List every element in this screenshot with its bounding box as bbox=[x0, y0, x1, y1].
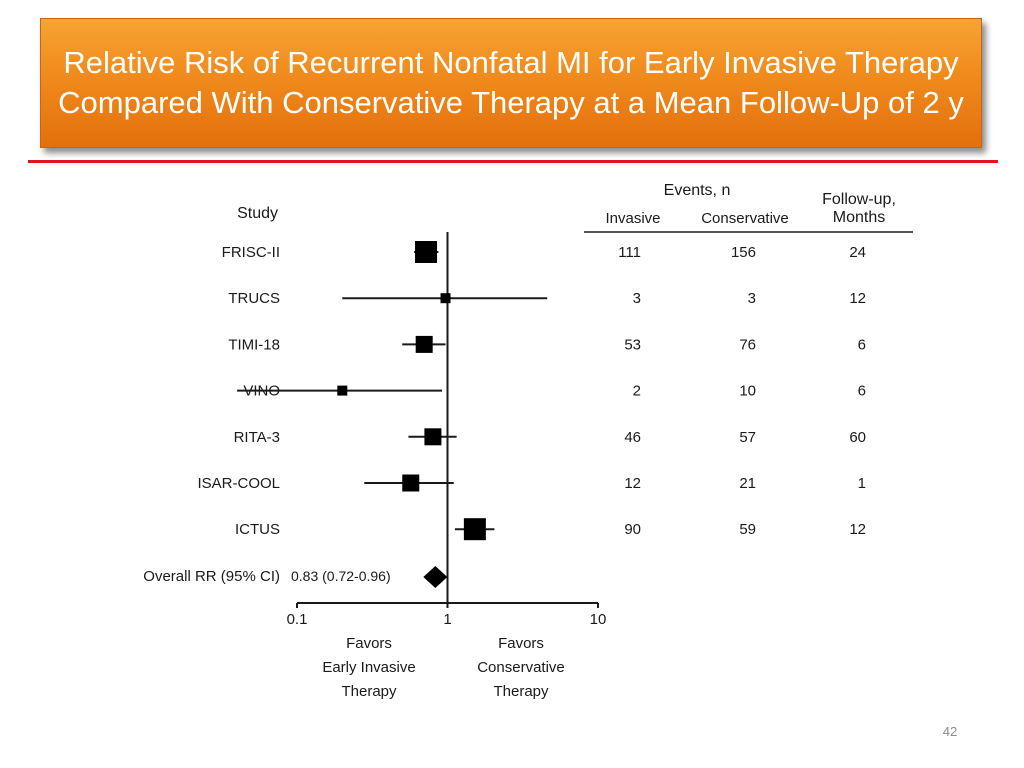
conservative-header: Conservative bbox=[701, 210, 789, 227]
conservative-events: 3 bbox=[748, 290, 756, 307]
overall-value: 0.83 (0.72-0.96) bbox=[291, 568, 391, 584]
followup-months: 6 bbox=[858, 336, 866, 353]
conservative-events: 156 bbox=[731, 244, 756, 261]
study-row: ISAR-COOL 12 21 1 bbox=[197, 474, 866, 492]
study-row: TRUCS 3 3 12 bbox=[228, 290, 866, 307]
point-estimate-square bbox=[402, 474, 420, 492]
overall-label: Overall RR (95% CI) bbox=[143, 568, 280, 585]
point-estimate-square bbox=[440, 293, 451, 304]
conservative-events: 76 bbox=[739, 336, 756, 353]
x-tick-label: 10 bbox=[590, 611, 607, 628]
favors-left-line2: Early Invasive bbox=[322, 659, 415, 676]
point-estimate-square bbox=[415, 241, 438, 263]
slide-title: Relative Risk of Recurrent Nonfatal MI f… bbox=[58, 45, 964, 120]
invasive-events: 12 bbox=[624, 475, 641, 492]
invasive-events: 3 bbox=[633, 290, 641, 307]
invasive-events: 46 bbox=[624, 429, 641, 446]
followup-header-line2: Months bbox=[833, 209, 885, 226]
study-name: RITA-3 bbox=[234, 429, 280, 446]
page-number: 42 bbox=[942, 724, 958, 739]
favors-left-line1: Favors bbox=[346, 635, 392, 652]
events-header: Events, n bbox=[664, 182, 731, 199]
study-row: ICTUS 90 59 12 bbox=[235, 518, 866, 541]
point-estimate-square bbox=[463, 518, 486, 541]
followup-months: 60 bbox=[849, 429, 866, 446]
favors-right-line2: Conservative bbox=[477, 659, 565, 676]
study-row: FRISC-II 111 156 24 bbox=[222, 241, 866, 263]
study-name: ISAR-COOL bbox=[197, 475, 280, 492]
x-tick-label: 0.1 bbox=[287, 611, 308, 628]
favors-right-line3: Therapy bbox=[493, 683, 549, 700]
invasive-header: Invasive bbox=[605, 210, 660, 227]
x-tick-label: 1 bbox=[443, 611, 451, 628]
title-banner: Relative Risk of Recurrent Nonfatal MI f… bbox=[40, 18, 982, 148]
title-divider bbox=[28, 160, 998, 163]
study-row: VINO 2 10 6 bbox=[237, 383, 866, 400]
followup-months: 24 bbox=[849, 244, 866, 261]
study-name: TIMI-18 bbox=[228, 336, 280, 353]
study-name: FRISC-II bbox=[222, 244, 280, 261]
invasive-events: 2 bbox=[633, 383, 641, 400]
followup-months: 6 bbox=[858, 383, 866, 400]
favors-left-line3: Therapy bbox=[341, 683, 397, 700]
point-estimate-square bbox=[415, 335, 433, 353]
favors-right-line1: Favors bbox=[498, 635, 544, 652]
point-estimate-square bbox=[424, 428, 442, 446]
conservative-events: 21 bbox=[739, 475, 756, 492]
study-row: RITA-3 46 57 60 bbox=[234, 428, 866, 446]
conservative-events: 59 bbox=[739, 521, 756, 538]
followup-months: 12 bbox=[849, 290, 866, 307]
invasive-events: 53 bbox=[624, 336, 641, 353]
study-header: Study bbox=[237, 205, 278, 222]
invasive-events: 111 bbox=[618, 244, 641, 261]
conservative-events: 10 bbox=[739, 383, 756, 400]
followup-months: 12 bbox=[849, 521, 866, 538]
overall-diamond bbox=[423, 566, 448, 588]
study-name: TRUCS bbox=[228, 290, 280, 307]
point-estimate-square bbox=[337, 385, 348, 396]
study-row: TIMI-18 53 76 6 bbox=[228, 335, 866, 353]
study-name: ICTUS bbox=[235, 521, 280, 538]
followup-months: 1 bbox=[858, 475, 866, 492]
followup-header-line1: Follow-up, bbox=[822, 191, 896, 208]
conservative-events: 57 bbox=[739, 429, 756, 446]
invasive-events: 90 bbox=[624, 521, 641, 538]
